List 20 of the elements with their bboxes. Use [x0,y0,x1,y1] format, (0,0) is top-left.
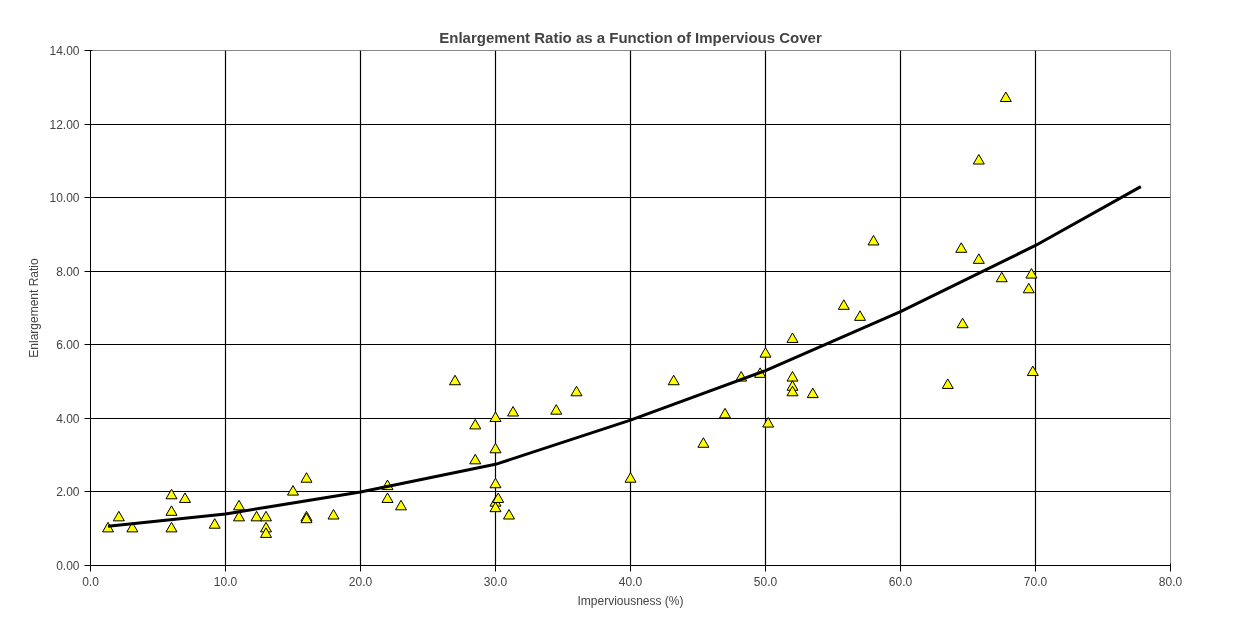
x-tick-label: 30.0 [483,574,508,589]
y-tick-label: 8.00 [56,264,80,279]
x-tick-label: 80.0 [1158,574,1183,589]
x-tick-label: 20.0 [348,574,373,589]
y-tick-label: 10.00 [49,191,80,206]
y-tick-label: 2.00 [56,485,80,500]
x-tick-label: 50.0 [753,574,778,589]
x-tick-label: 10.0 [213,574,238,589]
x-tick-label: 0.0 [82,574,100,589]
x-tick-label: 60.0 [888,574,913,589]
x-tick-label: 40.0 [618,574,643,589]
y-tick-label: 14.00 [49,44,80,58]
y-tick-label: 12.00 [49,117,80,132]
y-tick-label: 4.00 [56,411,80,426]
y-axis-title: Enlargement Ratio [27,257,42,358]
y-tick-label: 6.00 [56,338,80,353]
y-tick-label: 0.00 [56,559,80,573]
x-axis-title: Imperviousness (%) [577,593,684,608]
x-tick-label: 70.0 [1023,574,1048,589]
chart-title: Enlargement Ratio as a Function of Impervious Cover [439,28,822,46]
